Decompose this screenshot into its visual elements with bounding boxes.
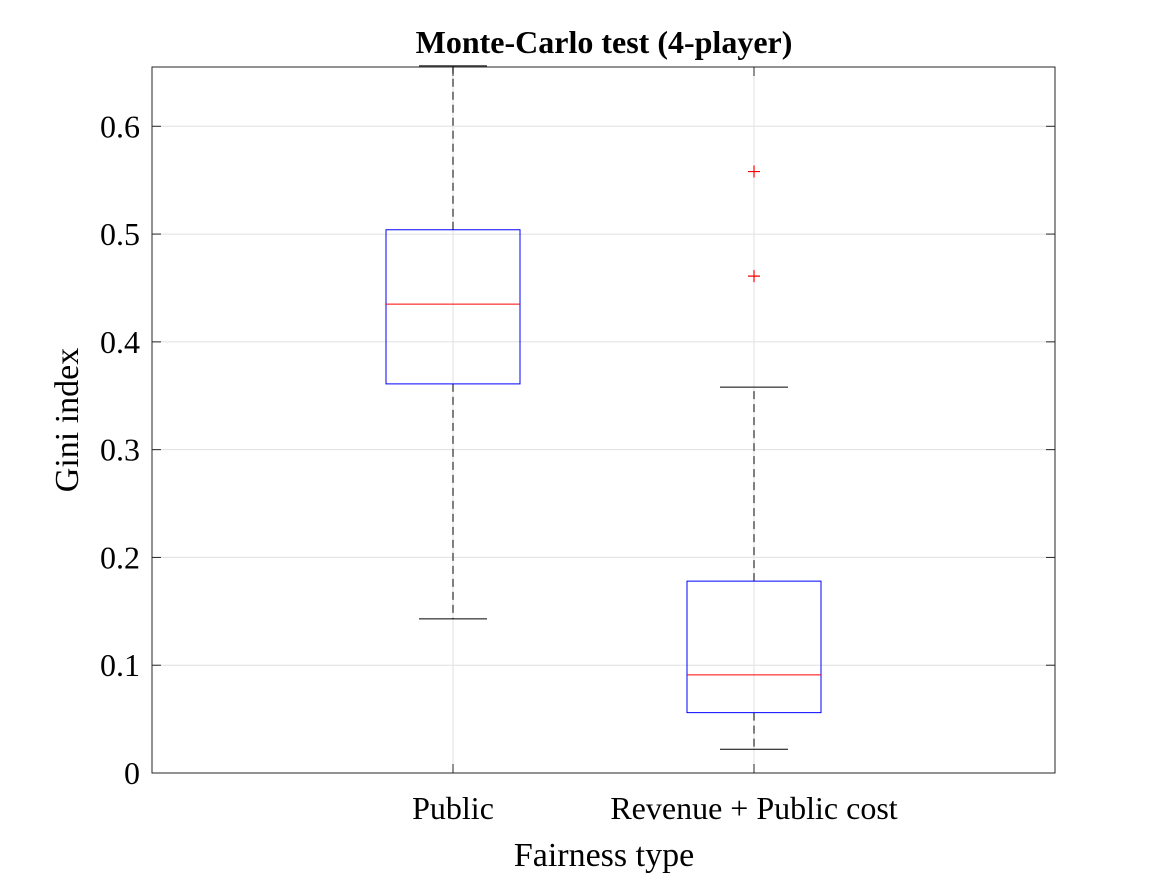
box-group [385,65,521,620]
y-tick-label: 0.4 [100,324,140,360]
x-axis-label: Fairness type [514,837,694,874]
y-tick-label: 0.5 [100,216,140,252]
outlier-point [748,270,760,283]
box-iqr [385,229,521,385]
axes-frame [151,66,1056,774]
boxes [385,65,822,750]
box-iqr [686,580,822,714]
y-tick-label: 0.6 [100,108,140,144]
box-group [686,165,822,750]
outlier-point [748,165,760,178]
x-tick-label: Revenue + Public cost [610,790,897,826]
chart-title: Monte-Carlo test (4-player) [416,24,793,60]
x-tick-label: Public [412,790,494,826]
y-tick-label: 0.1 [100,647,140,683]
y-tick-label: 0.2 [100,539,140,575]
y-tick-label: 0.3 [100,432,140,468]
grid-lines [152,67,1055,774]
y-axis-label: Gini index [49,348,86,492]
y-tick-label: 0 [124,755,140,791]
ticks: 0 0.1 0.2 0.3 0.4 0.5 0.6 Public Revenue + Publi… [100,67,1055,826]
